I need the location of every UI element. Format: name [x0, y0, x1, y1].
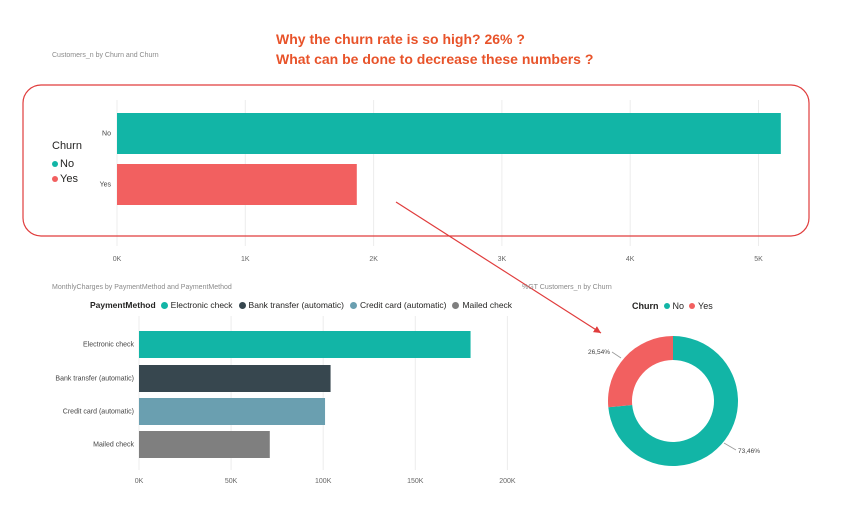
- y-category-label: Yes: [100, 182, 112, 189]
- churn-legend-label-no: No: [60, 157, 75, 170]
- payment-legend-item-bank[interactable]: Bank transfer (automatic): [248, 300, 344, 310]
- x-tick-label: 4K: [626, 256, 635, 263]
- x-tick-label: 5K: [754, 256, 763, 263]
- legend-dot-icon: [689, 303, 696, 309]
- donut-chart: 73,46% 26,54%: [588, 336, 760, 466]
- legend-dot-icon: [663, 303, 670, 309]
- payment-bar-chart: Electronic check Bank transfer (automatic…: [55, 331, 471, 458]
- churn-legend: Churn No Yes: [52, 140, 82, 186]
- payment-legend-item-mailed[interactable]: Mailed check: [462, 300, 513, 310]
- payment-legend: PaymentMethod Electronic check Bank tran…: [90, 300, 515, 310]
- legend-dot-icon: [238, 301, 246, 309]
- x-tick-label: 0K: [135, 478, 144, 485]
- legend-dot-icon: [452, 301, 460, 309]
- leader-line: [723, 442, 737, 451]
- leader-line: [611, 351, 622, 359]
- churn-bar-chart: No Yes: [100, 113, 781, 205]
- bar-payment-method: [139, 431, 270, 458]
- donut-slice-no: [608, 336, 739, 466]
- x-tick-label: 150K: [407, 478, 424, 485]
- payment-legend-item-credit[interactable]: Credit card (automatic): [359, 300, 447, 310]
- data-label-no: 73,46%: [738, 448, 760, 455]
- x-tick-label: 200K: [499, 478, 516, 485]
- legend-dot-icon: [160, 301, 168, 309]
- churn-bar-chart-title: Customers_n by Churn and Churn: [52, 52, 159, 59]
- y-category-label: Mailed check: [93, 442, 134, 449]
- y-category-label: Credit card (automatic): [63, 409, 134, 416]
- donut-legend-item-yes[interactable]: Yes: [698, 301, 713, 311]
- churn-legend-item-no[interactable]: No: [52, 156, 82, 171]
- x-tick-label: 2K: [369, 256, 378, 263]
- legend-dot-icon: [52, 160, 58, 167]
- donut-legend-item-no[interactable]: No: [672, 301, 685, 311]
- x-tick-label: 0K: [113, 256, 122, 263]
- donut-slice-yes: [608, 336, 673, 408]
- data-label-yes: 26,54%: [588, 349, 610, 356]
- x-tick-label: 50K: [225, 478, 238, 485]
- churn-legend-title: Churn: [52, 140, 82, 152]
- payment-legend-item-electronic[interactable]: Electronic check: [170, 300, 233, 310]
- donut-legend-title: Churn: [632, 301, 659, 311]
- donut-legend: Churn No Yes: [632, 301, 713, 311]
- payment-legend-title: PaymentMethod: [90, 300, 156, 310]
- churn-legend-item-yes[interactable]: Yes: [52, 171, 82, 186]
- y-category-label: Bank transfer (automatic): [55, 376, 134, 383]
- payment-bar-chart-title: MonthlyCharges by PaymentMethod and Paym…: [52, 284, 232, 291]
- legend-dot-icon: [349, 301, 357, 309]
- donut-chart-title: %GT Customers_n by Churn: [522, 284, 612, 291]
- bar-yes: [117, 164, 357, 205]
- bar-payment-method: [139, 365, 331, 392]
- y-category-label: Electronic check: [83, 342, 134, 349]
- x-tick-label: 100K: [315, 478, 332, 485]
- annotation-arrow: [395, 201, 602, 334]
- churn-legend-label-yes: Yes: [60, 172, 78, 185]
- highlight-rounded-box: [22, 84, 810, 237]
- legend-dot-icon: [52, 175, 58, 182]
- y-category-label: No: [102, 131, 111, 138]
- bar-no: [117, 113, 781, 154]
- annotation-question-2: What can be done to decrease these numbe…: [276, 51, 594, 67]
- x-tick-label: 3K: [498, 256, 507, 263]
- bar-payment-method: [139, 398, 326, 425]
- x-tick-label: 1K: [241, 256, 250, 263]
- bar-payment-method: [139, 331, 471, 358]
- annotation-question-1: Why the churn rate is so high? 26% ?: [276, 31, 525, 47]
